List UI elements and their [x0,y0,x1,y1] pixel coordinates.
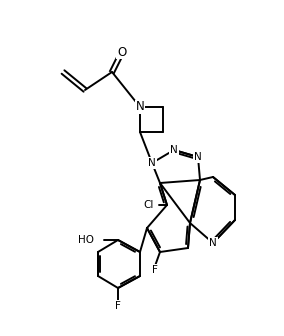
Text: N: N [209,238,217,248]
Text: F: F [152,265,158,275]
Text: F: F [115,301,121,311]
Text: N: N [136,100,144,114]
Text: N: N [194,152,202,162]
Text: Cl: Cl [144,200,154,210]
Text: O: O [117,45,127,58]
Text: HO: HO [78,235,94,245]
Text: N: N [170,145,178,155]
Text: N: N [148,158,156,168]
